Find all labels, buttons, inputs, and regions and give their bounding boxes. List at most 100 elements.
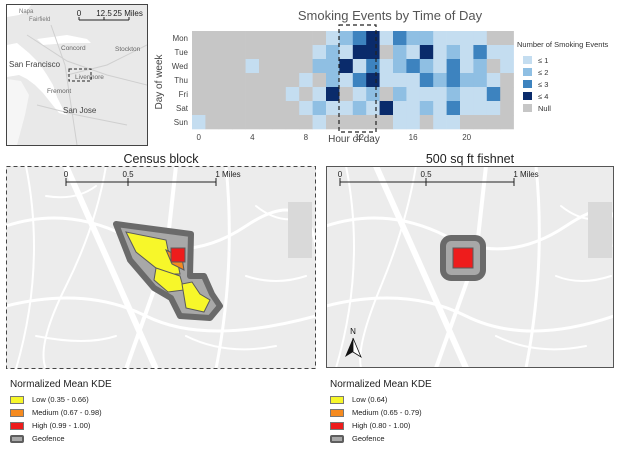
legend-swatch-3 xyxy=(523,80,532,88)
heatmap-cell xyxy=(272,87,287,102)
heatmap-day-label: Thu xyxy=(174,76,188,85)
heatmap-cell xyxy=(259,87,273,102)
heatmap-legend-label: ≤ 3 xyxy=(538,79,549,89)
heatmap-cell xyxy=(352,45,367,60)
place-stockton: Stockton xyxy=(115,46,141,53)
heatmap-cell xyxy=(419,45,434,60)
heatmap-cell xyxy=(232,87,246,102)
fishnet-legend-item: High (0.80 - 1.00) xyxy=(330,419,530,432)
legend-swatch-low xyxy=(330,395,344,404)
heatmap-cell xyxy=(205,87,220,102)
heatmap-cell xyxy=(419,73,434,88)
census-legend-title: Normalized Mean KDE xyxy=(10,379,112,390)
heatmap-chart: Mon Tue Wed Thu Fri Sat Sun 0 4 8 12 16 20 Day of w… xyxy=(154,24,514,145)
heatmap-cell xyxy=(419,115,434,130)
legend-swatch-1 xyxy=(523,56,532,64)
heatmap-cell xyxy=(406,73,421,88)
inset-scale-end: 25 Miles xyxy=(113,9,143,18)
fishnet-map-graphic: 0 0.5 1 Miles N xyxy=(326,166,614,368)
heatmap-cell xyxy=(500,101,514,116)
heatmap-cell xyxy=(245,31,260,46)
heatmap-cell xyxy=(352,87,367,102)
census-block-map-graphic: 0 0.5 1 Miles xyxy=(6,166,316,369)
fishnet-kde-high-cell xyxy=(452,247,474,269)
census-legend-label: Geofence xyxy=(32,434,65,443)
heatmap-cell xyxy=(326,45,340,60)
heatmap-cell xyxy=(259,115,273,130)
legend-swatch-medium xyxy=(330,408,344,417)
heatmap-cell xyxy=(259,73,273,88)
heatmap-x-tick: 12 xyxy=(355,133,364,142)
heatmap-cell xyxy=(486,87,501,102)
heatmap-cell xyxy=(379,59,394,74)
heatmap-cell xyxy=(366,115,380,130)
heatmap-cell xyxy=(285,87,300,102)
heatmap-cell xyxy=(312,45,327,60)
legend-swatch-low xyxy=(10,395,24,404)
north-arrow-icon: N xyxy=(345,327,362,359)
heatmap-cell xyxy=(393,87,407,102)
heatmap-day-label: Mon xyxy=(172,34,188,43)
heatmap-cell xyxy=(433,45,447,60)
heatmap-cell xyxy=(419,59,434,74)
fishnet-legend: Normalized Mean KDE Low (0.64) Medium (0… xyxy=(330,379,530,445)
heatmap-cell xyxy=(259,101,273,116)
heatmap-cell xyxy=(419,31,434,46)
heatmap-cell xyxy=(272,45,287,60)
heatmap-day-label: Sun xyxy=(174,118,188,127)
heatmap-cell xyxy=(285,45,300,60)
heatmap-cell xyxy=(218,31,233,46)
heatmap-cell xyxy=(272,59,287,74)
heatmap-cell xyxy=(486,115,501,130)
heatmap-cell xyxy=(259,45,273,60)
heatmap-cell xyxy=(406,45,421,60)
heatmap-cell xyxy=(446,45,461,60)
heatmap-day-label: Sat xyxy=(176,104,189,113)
heatmap-legend-label: ≤ 1 xyxy=(538,55,549,65)
heatmap-cell xyxy=(218,45,233,60)
heatmap-cell xyxy=(473,73,488,88)
heatmap-cell xyxy=(486,45,501,60)
heatmap-cell xyxy=(500,115,514,130)
heatmap-cell xyxy=(245,115,260,130)
heatmap-cell xyxy=(285,115,300,130)
heatmap-day-label: Fri xyxy=(179,90,189,99)
heatmap-cell xyxy=(366,45,380,60)
place-fremont: Fremont xyxy=(47,88,71,95)
heatmap-cell xyxy=(379,31,394,46)
census-legend-item: Medium (0.67 - 0.98) xyxy=(10,406,210,419)
heatmap-cell xyxy=(192,115,206,130)
heatmap-legend-item: ≤ 1 xyxy=(523,54,621,66)
place-fairfield: Fairfield xyxy=(29,17,50,23)
fishnet-legend-title: Normalized Mean KDE xyxy=(330,379,432,390)
fishnet-scale-0: 0 xyxy=(338,170,343,179)
heatmap-cell xyxy=(352,31,367,46)
heatmap-cell xyxy=(272,115,287,130)
census-scale-end: 1 Miles xyxy=(215,170,240,179)
place-livermore: Livermore xyxy=(75,74,104,81)
heatmap-cell xyxy=(379,101,394,116)
heatmap-cell xyxy=(419,87,434,102)
fishnet-legend-item: Medium (0.65 - 0.79) xyxy=(330,406,530,419)
heatmap-cell xyxy=(192,59,206,74)
heatmap-cell xyxy=(446,59,461,74)
heatmap-cell xyxy=(218,87,233,102)
heatmap-cell xyxy=(486,59,501,74)
heatmap-cell xyxy=(326,31,340,46)
north-label: N xyxy=(350,327,356,336)
heatmap-legend-item: Null xyxy=(523,102,621,114)
legend-swatch-4 xyxy=(523,92,532,100)
heatmap-xlabel: Hour of day xyxy=(328,134,380,145)
heatmap-cell xyxy=(379,73,394,88)
heatmap-cell xyxy=(312,73,327,88)
heatmap-cell xyxy=(460,59,474,74)
heatmap-cell xyxy=(205,59,220,74)
fishnet-scale-mid: 0.5 xyxy=(420,170,432,179)
heatmap-cell xyxy=(326,101,340,116)
heatmap-x-tick: 16 xyxy=(409,133,418,142)
heatmap-cell xyxy=(486,31,501,46)
census-legend-item: High (0.99 - 1.00) xyxy=(10,419,210,432)
heatmap-cell xyxy=(205,101,220,116)
census-legend: Normalized Mean KDE Low (0.35 - 0.66) Me… xyxy=(10,379,210,445)
heatmap-day-label: Wed xyxy=(172,62,188,71)
